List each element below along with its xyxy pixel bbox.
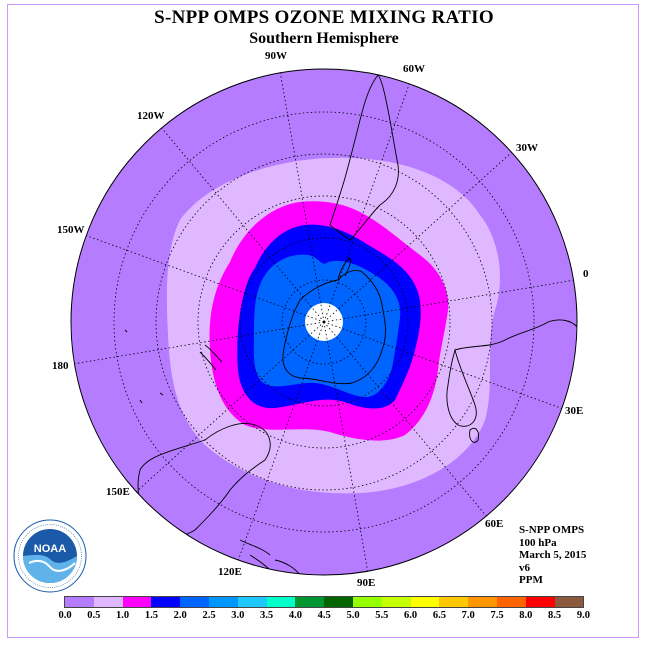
- lon-label-30e: 30E: [565, 405, 584, 417]
- colorbar-swatch: [65, 597, 94, 607]
- colorbar-tick-label: 1.5: [144, 610, 158, 621]
- colorbar-tick-label: 8.0: [519, 610, 533, 621]
- info-pressure: 100 hPa: [519, 536, 557, 549]
- colorbar-tick-label: 7.5: [490, 610, 504, 621]
- colorbar-tick-label: 4.0: [288, 610, 302, 621]
- colorbar-swatch: [352, 597, 382, 607]
- lon-label-150w: 150W: [57, 224, 85, 236]
- colorbar-tick-label: 5.0: [346, 610, 360, 621]
- lon-label-90w: 90W: [265, 50, 287, 62]
- noaa-logo-text: NOAA: [34, 543, 66, 555]
- colorbar-swatch: [468, 597, 497, 607]
- colorbar-tick-label: 8.5: [548, 610, 562, 621]
- lon-label-150e: 150E: [106, 486, 130, 498]
- colorbar-tick-label: 6.0: [404, 610, 418, 621]
- lon-label-30w: 30W: [516, 142, 538, 154]
- colorbar-swatch: [122, 597, 152, 607]
- lon-label-120w: 120W: [137, 110, 165, 122]
- info-block: S-NPP OMPS 100 hPa March 5, 2015 v6 PPM: [519, 524, 586, 587]
- coastlines: [124, 74, 577, 575]
- info-instrument: S-NPP OMPS: [519, 524, 585, 536]
- colorbar-tick-label: 2.5: [202, 610, 216, 621]
- noaa-logo-icon: NOAA: [13, 519, 87, 593]
- colorbar-swatch: [324, 597, 353, 607]
- lon-label-60e: 60E: [485, 518, 504, 530]
- lon-label-0: 0: [583, 268, 589, 280]
- colorbar-tick-label: 0.5: [87, 610, 101, 621]
- colorbar-tick-label: 7.0: [461, 610, 475, 621]
- longitude-grid: [72, 70, 576, 574]
- latitude-grid: [113, 111, 535, 533]
- colorbar-swatch: [525, 597, 555, 607]
- colorbar-swatch: [180, 597, 209, 607]
- info-units: PPM: [519, 574, 543, 586]
- colorbar-swatch: [554, 597, 584, 607]
- colorbar-tick-label: 2.0: [173, 610, 187, 621]
- colorbar-swatch: [439, 597, 469, 607]
- colorbar-tick-label: 4.5: [317, 610, 331, 621]
- info-date: March 5, 2015: [519, 549, 587, 561]
- colorbar-swatch: [151, 597, 181, 607]
- colorbar-tick-label: 6.5: [432, 610, 446, 621]
- colorbar-swatch: [237, 597, 267, 607]
- colorbar-tick-label: 3.0: [231, 610, 245, 621]
- lon-label-60w: 60W: [403, 63, 425, 75]
- colorbar-swatch: [410, 597, 440, 607]
- figure-frame: [7, 4, 639, 638]
- colorbar-tick-label: 1.0: [116, 610, 130, 621]
- lon-label-90e: 90E: [357, 577, 376, 589]
- map-title: S-NPP OMPS OZONE MIXING RATIO: [154, 7, 494, 28]
- colorbar-swatch: [381, 597, 411, 607]
- lon-label-120e: 120E: [218, 566, 242, 578]
- colorbar-swatch: [266, 597, 296, 607]
- colorbar-tick-label: 5.5: [375, 610, 389, 621]
- colorbar-swatch: [295, 597, 325, 607]
- info-version: v6: [519, 561, 530, 574]
- colorbar: [64, 596, 585, 608]
- colorbar-swatch: [93, 597, 123, 607]
- lon-label-180: 180: [52, 360, 69, 372]
- colorbar-swatch: [208, 597, 238, 607]
- colorbar-tick-label: 9.0: [576, 610, 590, 621]
- colorbar-tick-label: 3.5: [260, 610, 274, 621]
- colorbar-tick-label: 0.0: [58, 610, 72, 621]
- map-subtitle: Southern Hemisphere: [249, 30, 399, 47]
- colorbar-swatch: [496, 597, 526, 607]
